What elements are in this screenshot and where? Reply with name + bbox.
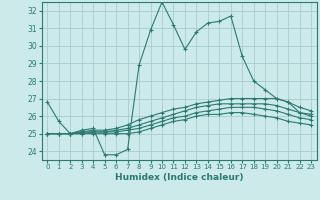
X-axis label: Humidex (Indice chaleur): Humidex (Indice chaleur) xyxy=(115,173,244,182)
